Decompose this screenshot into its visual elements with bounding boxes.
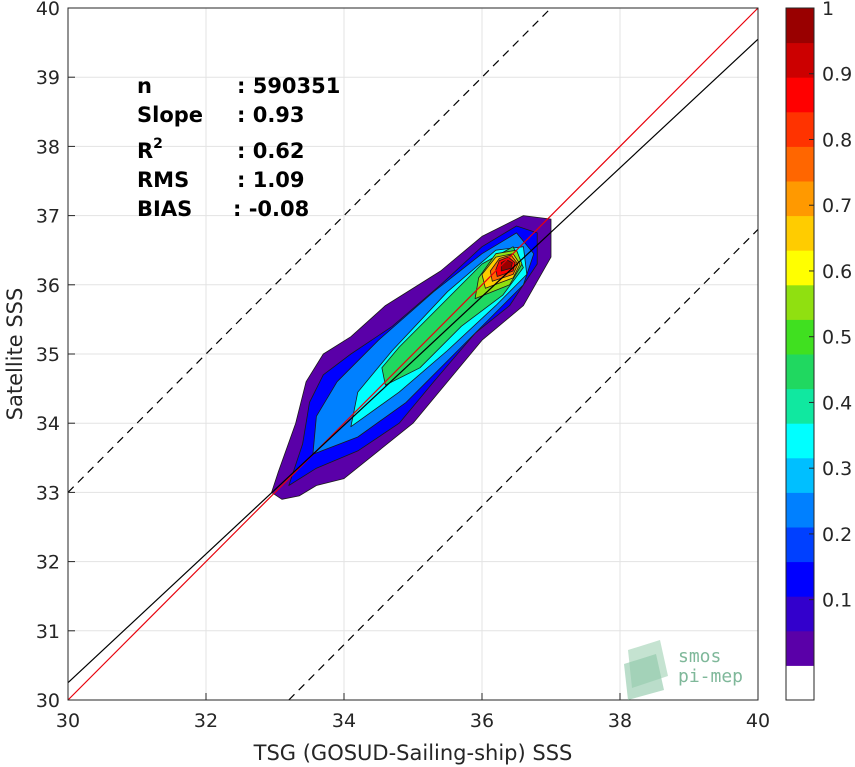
logo-line1: smos: [678, 646, 721, 667]
colorbar-segment: [786, 492, 814, 528]
y-tick-label: 38: [36, 136, 60, 158]
colorbar-segment: [786, 77, 814, 113]
x-tick-label: 34: [332, 710, 356, 732]
colorbar-tick-label: 0.5: [822, 327, 852, 349]
x-axis-label: TSG (GOSUD-Sailing-ship) SSS: [253, 741, 573, 765]
stat-bias-label: BIAS: [137, 197, 192, 221]
y-tick-label: 34: [36, 413, 60, 435]
stat-bias-value: : -0.08: [233, 197, 309, 221]
y-tick-label: 35: [36, 344, 60, 366]
upper-bound-line: [67, 7, 552, 493]
colorbar-tick-label: 0.7: [822, 195, 852, 217]
colorbar-segment: [786, 665, 814, 701]
stat-r2-value: : 0.62: [237, 139, 305, 163]
colorbar-segment: [786, 8, 814, 44]
colorbar-segment: [786, 42, 814, 78]
colorbar-tick-label: 0.6: [822, 261, 852, 283]
colorbar-segment: [786, 527, 814, 563]
colorbar-segment: [786, 561, 814, 597]
colorbar: [785, 7, 815, 701]
identity-line: [67, 7, 759, 701]
x-tick-label: 38: [608, 710, 632, 732]
regression-line: [67, 38, 759, 684]
colorbar-segment: [786, 146, 814, 182]
lower-bound-line: [288, 229, 759, 701]
y-tick-label: 32: [36, 552, 60, 574]
colorbar-tick-label: 0.3: [822, 458, 852, 480]
y-tick-label: 31: [36, 621, 60, 643]
stat-rms-value: : 1.09: [237, 168, 305, 192]
colorbar-tick-label: 1: [822, 0, 834, 20]
colorbar-segment: [786, 215, 814, 251]
colorbar-segment: [786, 354, 814, 390]
colorbar-segment: [786, 423, 814, 459]
colorbar-segment: [786, 284, 814, 320]
y-tick-label: 39: [36, 67, 60, 89]
colorbar-segment: [786, 630, 814, 666]
colorbar-segment: [786, 457, 814, 493]
y-tick-label: 33: [36, 482, 60, 504]
y-axis-ticks: 30 31 32 33 34 35 36 37 38 39 40: [36, 0, 75, 712]
y-tick-label: 30: [36, 690, 60, 712]
stat-r2-letter: R: [137, 139, 153, 163]
colorbar-tick-label: 0.9: [822, 64, 852, 86]
colorbar-tick-label: 0.2: [822, 524, 852, 546]
colorbar-segment: [786, 388, 814, 424]
colorbar-segment: [786, 111, 814, 147]
y-axis-label: Satellite SSS: [3, 288, 27, 421]
colorbar-segment: [786, 250, 814, 286]
x-tick-label: 40: [746, 710, 770, 732]
stat-slope-value: : 0.93: [237, 103, 305, 127]
smos-pi-mep-logo: smos pi-mep: [624, 640, 743, 700]
x-tick-label: 32: [194, 710, 218, 732]
colorbar-ticks: 0.1 0.2 0.3 0.4 0.5 0.6 0.7 0.8 0.9 1: [809, 0, 852, 612]
stat-r2-label: R2: [137, 136, 163, 163]
x-tick-label: 36: [470, 710, 494, 732]
stat-rms-label: RMS: [137, 168, 189, 192]
y-tick-label: 36: [36, 275, 60, 297]
colorbar-tick-label: 0.4: [822, 392, 852, 414]
stats-annotation: n : 590351 Slope : 0.93 R2 : 0.62 RMS : …: [137, 74, 340, 221]
reference-lines: [67, 7, 759, 701]
colorbar-tick-label: 0.1: [822, 590, 852, 612]
stat-slope-label: Slope: [137, 103, 203, 127]
y-tick-label: 40: [36, 0, 60, 20]
colorbar-tick-label: 0.8: [822, 129, 852, 151]
x-axis-ticks: 30 32 34 36 38 40: [56, 693, 770, 732]
stat-n-label: n: [137, 74, 152, 98]
colorbar-segment: [786, 181, 814, 217]
logo-wave-icon-2: [624, 654, 664, 700]
colorbar-segment: [786, 596, 814, 632]
logo-line2: pi-mep: [678, 666, 743, 687]
stat-n-value: : 590351: [237, 74, 340, 98]
y-tick-label: 37: [36, 206, 60, 228]
stat-r2-superscript: 2: [153, 136, 163, 152]
colorbar-frame: [785, 7, 815, 701]
x-tick-label: 30: [56, 710, 80, 732]
